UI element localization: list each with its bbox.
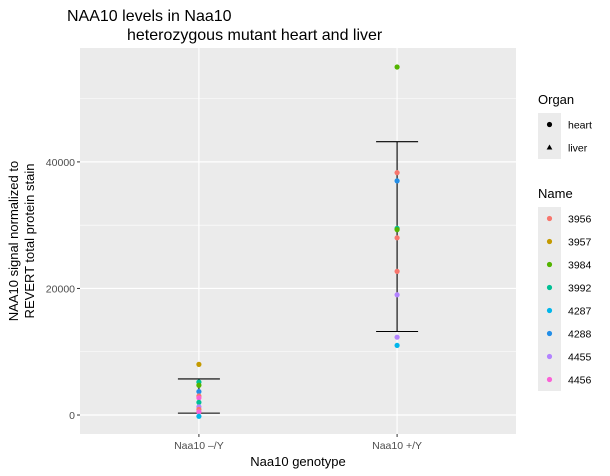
organ-legend-title: Organ [538, 92, 574, 107]
name-legend-label: 4456 [568, 375, 592, 387]
x-tick-label: Naa10 +/Y [372, 440, 422, 452]
major-gridlines [80, 48, 516, 434]
data-point-liver [394, 342, 400, 349]
organ-legend: Organ heart liver [538, 92, 592, 159]
data-point-heart [196, 389, 202, 395]
minor-gridlines [80, 98, 516, 353]
chart-title-line-1: NAA10 levels in Naa10 [67, 8, 232, 25]
data-point-liver [394, 334, 400, 340]
data-point-liver [196, 413, 202, 419]
name-legend-swatch [546, 238, 553, 245]
data-point-liver [196, 382, 202, 388]
y-tick-label: 20000 [46, 283, 75, 295]
y-tick-label: 40000 [46, 157, 75, 169]
data-point-liver [394, 227, 400, 233]
name-legend-swatch [546, 376, 553, 383]
name-legend-swatch [546, 353, 553, 360]
organ-legend-label: liver [568, 143, 588, 155]
name-legend-label: 3957 [568, 237, 592, 249]
data-point-heart [394, 64, 400, 70]
name-legend-swatch [546, 215, 553, 222]
y-axis-title-line-1: NAA10 signal normalized to [6, 161, 21, 321]
data-point-liver [394, 235, 400, 241]
name-legend-label: 3956 [568, 214, 592, 226]
name-legend-swatch [546, 307, 553, 314]
x-tick-label: Naa10 –/Y [174, 440, 224, 452]
x-axis-ticks: Naa10 –/Y Naa10 +/Y [174, 434, 422, 452]
organ-legend-label: heart [568, 120, 592, 132]
name-legend: Name 3956 3957 3984 3992 4287 4288 4455 4456 [538, 186, 592, 391]
y-axis-ticks: 0 20000 40000 [46, 157, 80, 422]
y-axis-title-line-2: REVERT total protein stain [22, 164, 37, 319]
name-legend-label: 4288 [568, 329, 592, 341]
name-legend-title: Name [538, 186, 573, 201]
x-axis-title: Naa10 genotype [250, 454, 345, 469]
name-legend-label: 3992 [568, 283, 592, 295]
data-points [196, 64, 400, 419]
name-legend-swatch [546, 261, 553, 268]
name-legend-label: 4455 [568, 352, 592, 364]
data-point-heart [196, 395, 202, 401]
name-legend-swatch [546, 284, 553, 291]
organ-legend-symbol [546, 144, 553, 150]
organ-legend-symbol [546, 121, 553, 128]
data-point-heart [394, 178, 400, 184]
name-legend-swatch [546, 330, 553, 337]
plot-panel [80, 48, 516, 434]
data-point-heart [394, 170, 400, 176]
data-point-liver [394, 268, 400, 274]
data-point-heart [394, 292, 400, 298]
chart-title-line-2: heterozygous mutant heart and liver [127, 27, 383, 44]
data-point-liver [196, 399, 202, 405]
name-legend-label: 3984 [568, 260, 592, 272]
data-point-liver [196, 409, 202, 415]
name-legend-label: 4287 [568, 306, 592, 318]
y-tick-label: 0 [69, 410, 75, 422]
data-point-heart [196, 361, 202, 367]
